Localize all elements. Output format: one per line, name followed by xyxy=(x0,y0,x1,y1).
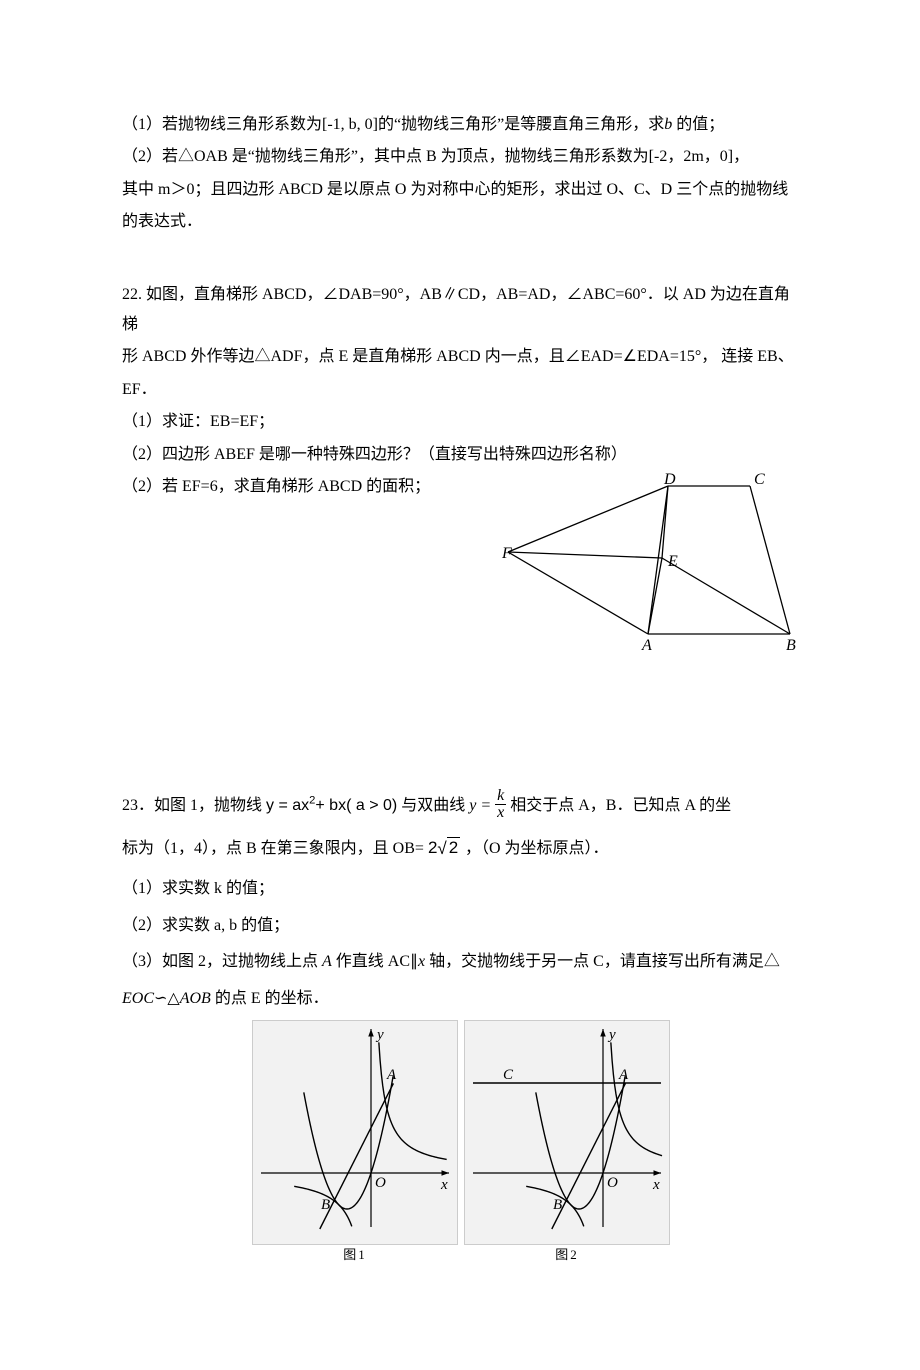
q23-frac-lhs: y = xyxy=(469,797,491,814)
q21-line1: （1）若抛物线三角形系数为[-1, b, 0]的“抛物线三角形”是等腰直角三角形… xyxy=(122,110,800,140)
q23-frac-den: x xyxy=(495,805,506,821)
q23-p3-l1: （3）如图 2，过抛物线上点 A 作直线 AC∥x 轴，交抛物线于另一点 C，请… xyxy=(122,947,800,977)
svg-text:A: A xyxy=(618,1067,629,1083)
svg-text:B: B xyxy=(553,1197,562,1213)
q23-p3-l1-post: 轴，交抛物线于另一点 C，请直接写出所有满足△ xyxy=(425,953,780,970)
q22-diagram-svg: F A B C D E xyxy=(500,466,800,656)
q23-panel1-svg: y x O A B xyxy=(255,1023,455,1233)
q21-line1-text: （1）若抛物线三角形系数为[-1, b, 0]的“抛物线三角形”是等腰直角三角形… xyxy=(122,116,664,133)
svg-text:O: O xyxy=(607,1175,618,1191)
svg-text:A: A xyxy=(641,637,652,654)
q23-caption2: 图2 xyxy=(464,1243,670,1268)
q23-p3-A: A xyxy=(322,953,332,970)
svg-text:F: F xyxy=(501,545,512,562)
svg-text:E: E xyxy=(667,553,678,570)
q23-p3-EOC: EOC xyxy=(122,990,154,1007)
q23-frac-num: k xyxy=(495,788,506,805)
q23-p3-l2: EOC∽△AOB 的点 E 的坐标． xyxy=(122,984,800,1014)
q22-intro-l2: 形 ABCD 外作等边△ADF，点 E 是直角梯形 ABCD 内一点，且∠EAD… xyxy=(122,342,800,372)
q23-intro-post: 相交于点 A，B．已知点 A 的坐 xyxy=(510,797,731,814)
q21-partial: （1）若抛物线三角形系数为[-1, b, 0]的“抛物线三角形”是等腰直角三角形… xyxy=(122,110,800,238)
q23-p3-sim: ∽△ xyxy=(154,990,180,1007)
q23-frac: k x xyxy=(495,788,506,821)
q23-sqrt-rad: 2 xyxy=(447,837,460,857)
svg-text:x: x xyxy=(652,1177,660,1193)
svg-text:y: y xyxy=(607,1027,616,1043)
q23-line2-pre: 标为（1，4），点 B 在第三象限内，且 OB= xyxy=(122,840,424,857)
q23: 23．如图 1，抛物线 y = ax2+ bx( a > 0) 与双曲线 y =… xyxy=(122,787,800,1268)
q23-intro-pre: 23．如图 1，抛物线 xyxy=(122,797,262,814)
q23-sqrt: 2√2 xyxy=(428,837,465,858)
q22: 22. 如图，直角梯形 ABCD，∠DAB=90°，AB∥CD，AB=AD，∠A… xyxy=(122,280,800,668)
svg-text:C: C xyxy=(754,471,765,488)
svg-text:D: D xyxy=(663,471,676,488)
q23-figures: y x O A B 图1 y x O C A B 图2 xyxy=(122,1020,800,1268)
q23-panel1-wrap: y x O A B 图1 xyxy=(252,1020,458,1268)
q21-var-b: b xyxy=(664,116,672,133)
q22-p1: （1）求证：EB=EF； xyxy=(122,407,800,437)
q23-p3-l1-mid: 作直线 AC∥ xyxy=(332,953,418,970)
q23-line2-post: ，（O 为坐标原点）． xyxy=(465,840,609,857)
q23-line2: 标为（1，4），点 B 在第三象限内，且 OB= 2√2 ，（O 为坐标原点）． xyxy=(122,828,800,869)
q23-panel2-svg: y x O C A B xyxy=(467,1023,667,1233)
q23-panel2: y x O C A B xyxy=(464,1020,670,1245)
q21-line1-tail: 的值； xyxy=(672,116,724,133)
svg-text:B: B xyxy=(786,637,796,654)
svg-text:A: A xyxy=(386,1067,397,1083)
svg-text:y: y xyxy=(375,1027,384,1043)
q23-p3-l2-post: 的点 E 的坐标． xyxy=(211,990,329,1007)
q21-line2: （2）若△OAB 是“抛物线三角形”，其中点 B 为顶点，抛物线三角形系数为[-… xyxy=(122,142,800,172)
q23-p1: （1）求实数 k 的值； xyxy=(122,874,800,904)
q22-figure: F A B C D E xyxy=(500,466,800,667)
q23-panel2-wrap: y x O C A B 图2 xyxy=(464,1020,670,1268)
q23-caption1: 图1 xyxy=(252,1243,458,1268)
q23-expr: y = ax2+ bx( a > 0) xyxy=(266,797,397,814)
q23-p3-l1-pre: （3）如图 2，过抛物线上点 xyxy=(122,953,322,970)
svg-text:C: C xyxy=(503,1067,514,1083)
q23-panel1: y x O A B xyxy=(252,1020,458,1245)
q23-sqrt-coeff: 2 xyxy=(428,838,437,857)
q23-intro-mid: 与双曲线 xyxy=(401,797,469,814)
q22-intro-l3: EF． xyxy=(122,375,800,405)
svg-text:x: x xyxy=(440,1177,448,1193)
q23-p3-AOB: AOB xyxy=(180,990,211,1007)
q23-p2: （2）求实数 a, b 的值； xyxy=(122,911,800,941)
q21-line3: 其中 m＞0；且四边形 ABCD 是以原点 O 为对称中心的矩形，求出过 O、C… xyxy=(122,175,800,205)
svg-text:O: O xyxy=(375,1175,386,1191)
q21-line4: 的表达式． xyxy=(122,207,800,237)
q22-intro-l1: 22. 如图，直角梯形 ABCD，∠DAB=90°，AB∥CD，AB=AD，∠A… xyxy=(122,280,800,341)
svg-text:B: B xyxy=(321,1197,330,1213)
q23-intro: 23．如图 1，抛物线 y = ax2+ bx( a > 0) 与双曲线 y =… xyxy=(122,787,800,825)
